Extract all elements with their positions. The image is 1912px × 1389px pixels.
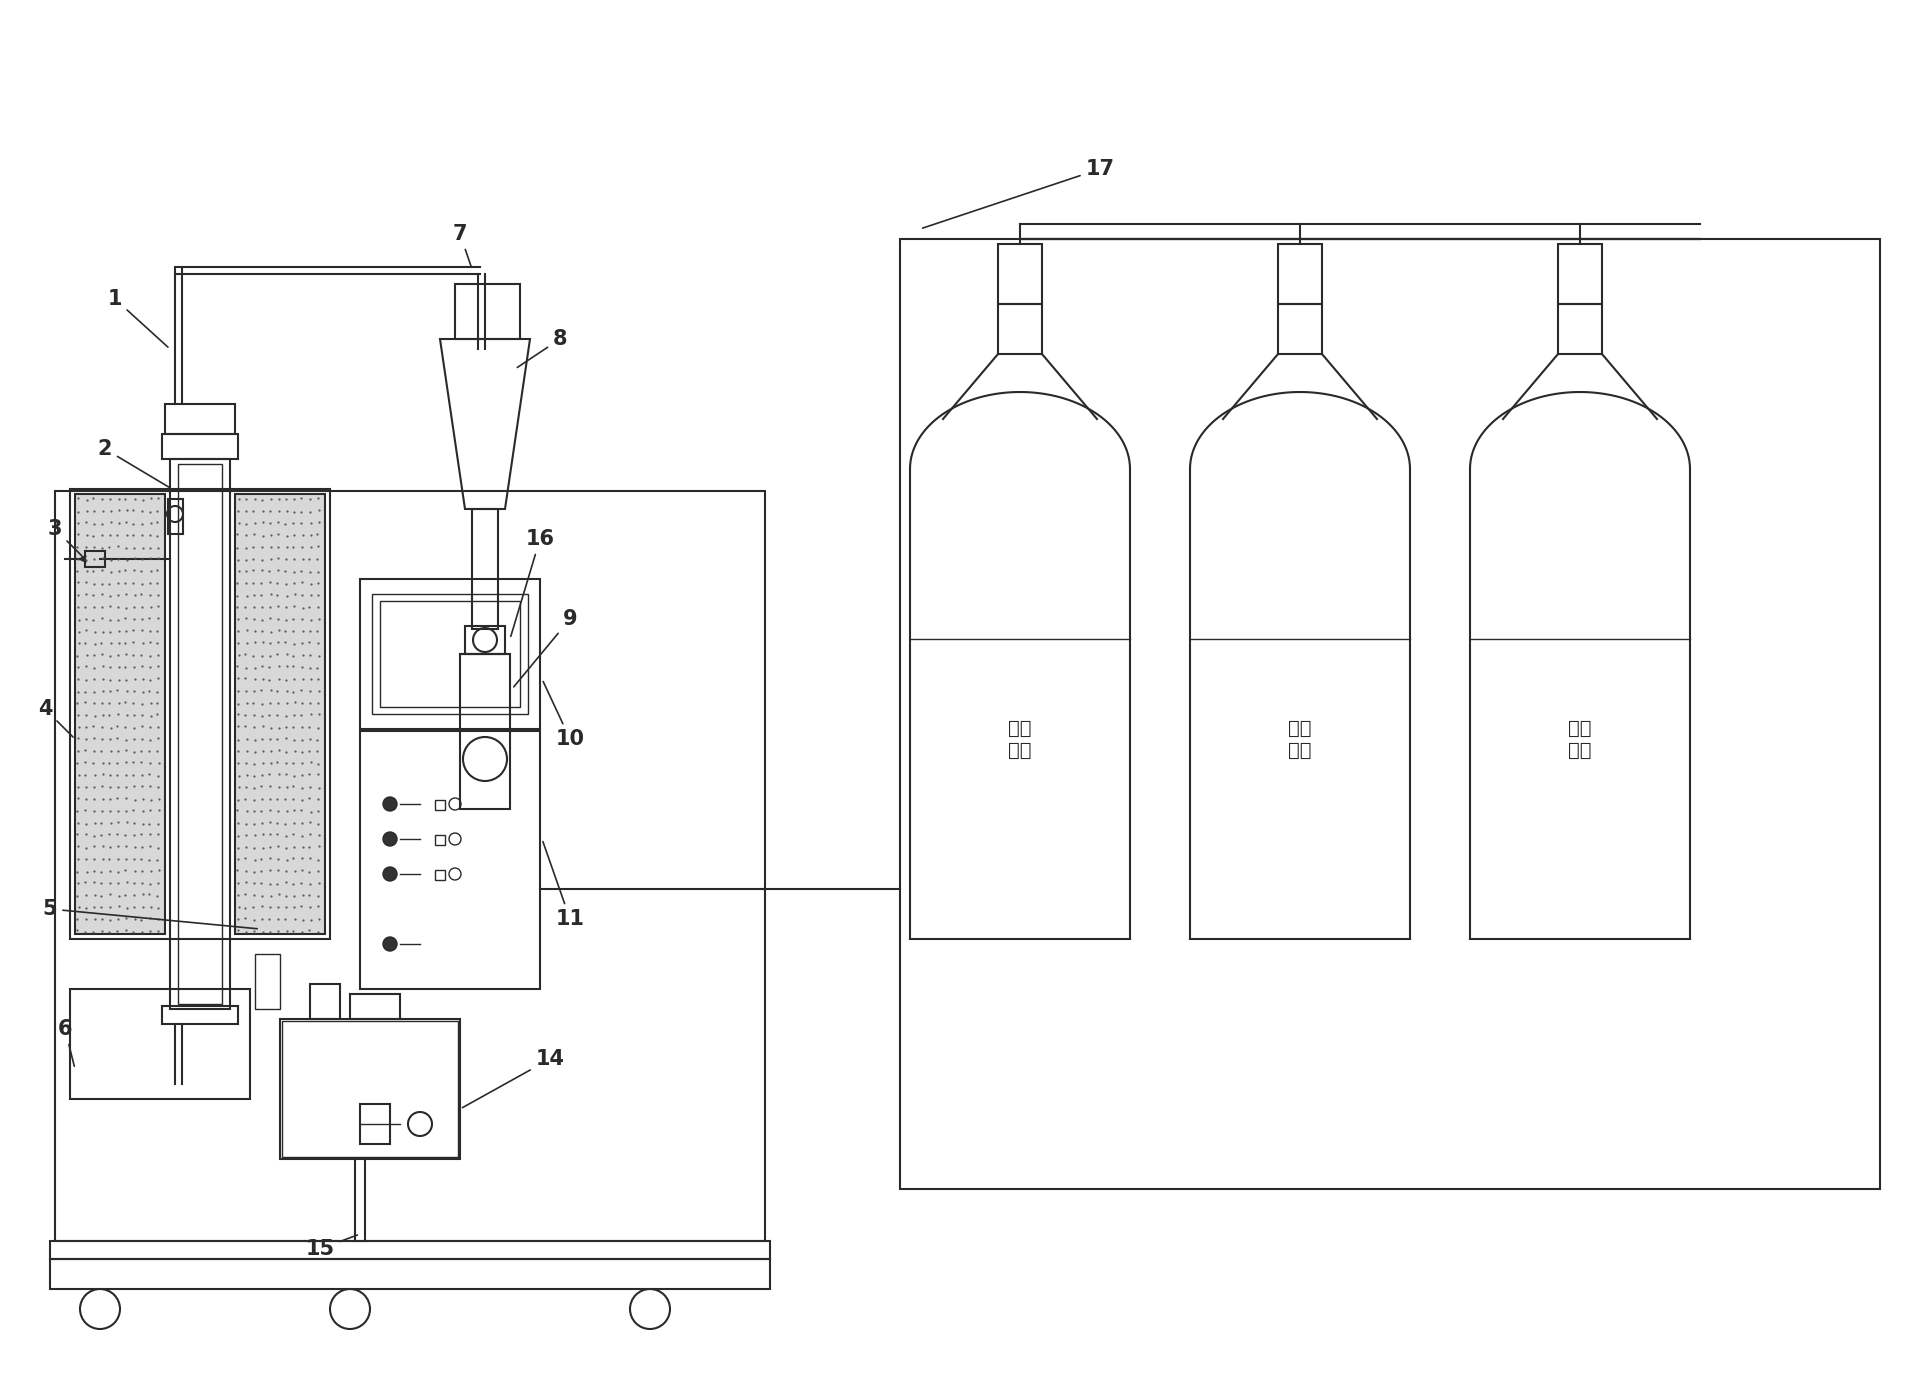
Bar (168, 499, 184, 533)
Text: 4: 4 (38, 699, 73, 738)
Bar (235, 494, 325, 933)
Bar (71, 489, 331, 939)
Bar (50, 1240, 771, 1258)
Text: 16: 16 (511, 529, 554, 636)
Text: 15: 15 (306, 1235, 358, 1258)
Bar (1277, 244, 1321, 304)
Text: 气瓶
氮气: 气瓶 氮气 (1568, 718, 1593, 760)
Bar (1558, 304, 1602, 354)
Text: 8: 8 (518, 329, 568, 368)
Bar (436, 870, 445, 881)
Bar (901, 239, 1879, 1189)
Bar (1277, 304, 1321, 354)
Bar (163, 1006, 237, 1024)
Text: 气瓶
氮气: 气瓶 氮气 (1289, 718, 1312, 760)
Text: 3: 3 (48, 519, 82, 557)
Bar (359, 579, 539, 729)
Bar (472, 508, 497, 629)
Bar (71, 989, 250, 1099)
Bar (50, 1258, 771, 1289)
Bar (455, 283, 520, 339)
Bar (461, 654, 511, 808)
Bar (281, 1021, 459, 1157)
Text: 1: 1 (107, 289, 168, 347)
Bar (380, 601, 520, 707)
Bar (373, 594, 528, 714)
Text: 2: 2 (98, 439, 170, 488)
Text: 10: 10 (543, 682, 585, 749)
Bar (310, 983, 340, 1020)
Bar (254, 954, 279, 1008)
Bar (359, 1104, 390, 1145)
Text: 11: 11 (543, 842, 585, 929)
Bar (1558, 244, 1602, 304)
Circle shape (382, 938, 398, 951)
Circle shape (382, 832, 398, 846)
Bar (998, 304, 1042, 354)
Text: 6: 6 (57, 1020, 75, 1067)
Bar (170, 458, 229, 1008)
Text: 5: 5 (42, 899, 258, 929)
Bar (178, 464, 222, 1004)
Bar (279, 1020, 461, 1158)
Bar (350, 995, 400, 1020)
Bar (75, 494, 164, 933)
Text: 14: 14 (463, 1049, 564, 1107)
Bar (998, 244, 1042, 304)
Text: 9: 9 (514, 608, 577, 688)
Bar (84, 551, 105, 567)
Bar (436, 800, 445, 810)
Text: 17: 17 (923, 158, 1115, 228)
Bar (163, 433, 237, 458)
Bar (55, 490, 765, 1240)
Bar (465, 626, 505, 654)
Text: 气瓶
氮气: 气瓶 氮气 (1008, 718, 1032, 760)
Text: 7: 7 (453, 224, 470, 267)
Bar (164, 404, 235, 433)
Circle shape (382, 867, 398, 881)
Bar (436, 835, 445, 845)
Bar (359, 731, 539, 989)
Circle shape (382, 797, 398, 811)
